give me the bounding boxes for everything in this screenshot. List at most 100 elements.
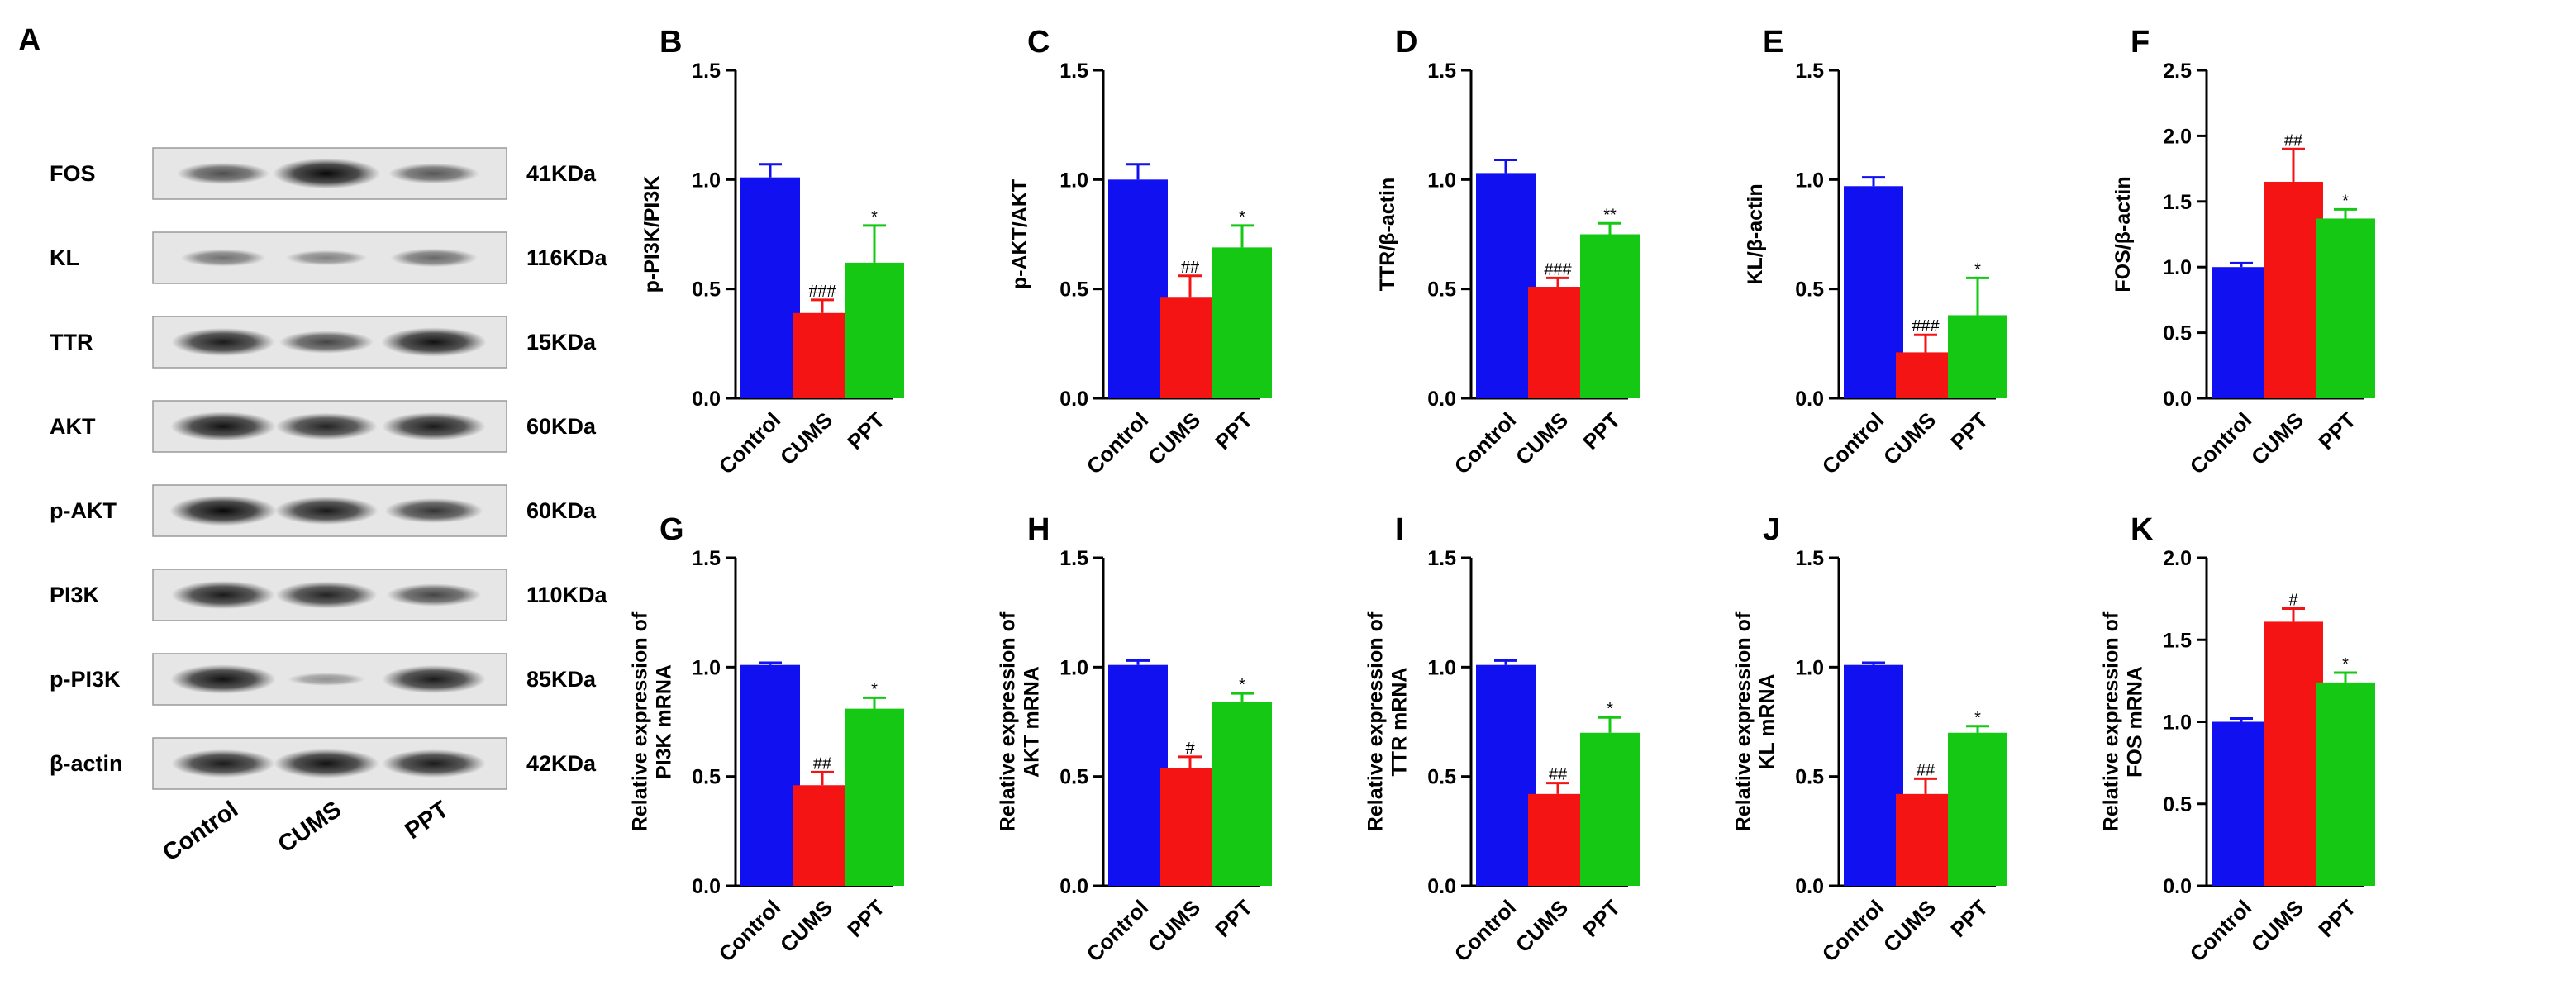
protein-label: KL <box>50 245 79 270</box>
x-tick-label: Control <box>2185 895 2257 967</box>
panel-a-label: A <box>18 23 41 58</box>
x-tick-label: Control <box>1817 895 1889 967</box>
bar <box>1580 234 1640 398</box>
bar <box>793 785 852 886</box>
y-tick-label: 0.0 <box>1059 388 1088 411</box>
x-tick-label: CUMS <box>775 407 837 469</box>
y-axis-label-line: Relative expression of <box>1732 611 1755 831</box>
chart-panel-D: D 0.0 0.5 1.0 1.5 TTR/β-actin Control ### CUMS **… <box>1376 25 1640 479</box>
y-axis-label: TTR/β-actin <box>1376 178 1399 291</box>
blot-band <box>388 163 479 184</box>
protein-label: AKT <box>50 414 96 439</box>
x-tick-label: CUMS <box>1878 895 1940 957</box>
bar <box>1896 793 1955 886</box>
x-tick-label: Control <box>714 407 786 479</box>
panel-letter: G <box>659 512 684 547</box>
blot-band <box>274 496 379 526</box>
kda-label: 116KDa <box>526 245 608 270</box>
y-tick-label: 1.0 <box>692 656 721 679</box>
blot-band <box>390 248 478 268</box>
y-tick-label: 0.0 <box>2163 875 2192 898</box>
panel-letter: E <box>1763 25 1783 59</box>
y-axis-label-line: Relative expression of <box>629 611 652 831</box>
y-axis-label-line: PI3K mRNA <box>652 664 675 779</box>
y-tick-label: 0.5 <box>2163 322 2192 345</box>
chart-panel-C: C 0.0 0.5 1.0 1.5 p-AKT/AKT Control ## CUMS * PPT <box>1008 25 1272 479</box>
y-tick-label: 0.0 <box>692 388 721 411</box>
protein-label: TTR <box>50 330 93 354</box>
protein-label: p-PI3K <box>50 667 121 692</box>
significance-label: * <box>1974 709 1981 727</box>
significance-label: ## <box>1917 761 1936 779</box>
protein-label: FOS <box>50 161 96 186</box>
bar <box>793 312 852 398</box>
significance-label: * <box>2342 192 2349 210</box>
bar <box>1108 664 1168 886</box>
y-tick-label: 1.5 <box>1059 59 1088 83</box>
y-axis-label: Relative expression ofPI3K mRNA <box>629 611 676 831</box>
bar <box>1948 732 2007 886</box>
y-tick-label: 1.5 <box>1059 547 1088 570</box>
y-tick-label: 0.5 <box>692 278 721 302</box>
y-tick-label: 1.0 <box>2163 256 2192 279</box>
panel-letter: K <box>2131 512 2154 547</box>
y-tick-label: 0.5 <box>692 766 721 789</box>
bar <box>1844 664 1903 886</box>
chart-panel-J: J 0.0 0.5 1.0 1.5 Relative expression ofKL mR… <box>1732 512 2007 967</box>
bar <box>1108 179 1168 399</box>
blot-band <box>274 749 379 778</box>
y-tick-label: 1.0 <box>2163 711 2192 735</box>
chart-panel-I: I 0.0 0.5 1.0 1.5 Relative expression ofTTR m… <box>1364 512 1640 967</box>
significance-label: * <box>1239 676 1245 694</box>
x-tick-label: CUMS <box>1511 895 1573 957</box>
significance-label: ## <box>1181 259 1200 277</box>
blot-band <box>384 497 483 524</box>
bar <box>1212 247 1272 398</box>
bar <box>2212 721 2271 886</box>
protein-label: PI3K <box>50 583 100 607</box>
blot-band <box>382 749 486 778</box>
blot-band <box>279 331 374 354</box>
y-axis-label-line: FOS mRNA <box>2123 666 2146 778</box>
kda-label: 15KDa <box>526 330 597 354</box>
y-axis-label: FOS/β-actin <box>2112 176 2135 292</box>
y-tick-label: 0.5 <box>1059 278 1088 302</box>
y-tick-label: 0.5 <box>1795 278 1824 302</box>
blot-band <box>382 664 486 694</box>
y-tick-label: 1.5 <box>1795 547 1824 570</box>
y-axis-label: Relative expression ofTTR mRNA <box>1364 611 1412 831</box>
y-tick-label: 0.5 <box>2163 793 2192 816</box>
panel-letter: F <box>2131 25 2150 59</box>
y-tick-label: 1.5 <box>692 59 721 83</box>
x-tick-label: CUMS <box>1878 407 1940 469</box>
bar <box>1896 352 1955 398</box>
y-tick-label: 1.5 <box>1427 59 1456 83</box>
chart-panel-E: E 0.0 0.5 1.0 1.5 KL/β-actin Control ### CUMS * PP… <box>1744 25 2007 479</box>
y-tick-label: 1.5 <box>2163 629 2192 652</box>
blot-band <box>171 580 275 610</box>
bar <box>740 664 800 886</box>
bar <box>845 262 904 398</box>
x-tick-label: PPT <box>842 895 889 942</box>
bar <box>1948 315 2007 398</box>
y-tick-label: 2.0 <box>2163 547 2192 570</box>
protein-label: β-actin <box>50 751 123 776</box>
x-tick-label: PPT <box>1578 895 1625 942</box>
significance-label: * <box>871 680 878 698</box>
bar <box>1580 732 1640 886</box>
x-tick-label: Control <box>1450 407 1521 479</box>
y-tick-label: 0.0 <box>1795 875 1824 898</box>
blot-band <box>171 327 275 357</box>
y-tick-label: 0.0 <box>1427 388 1456 411</box>
significance-label: ** <box>1603 206 1617 224</box>
significance-label: * <box>1239 208 1245 226</box>
chart-panel-F: F 0.0 0.5 1.0 1.5 2.0 2.5 FOS/β-actin Control ## C… <box>2112 25 2375 479</box>
kda-label: 60KDa <box>526 414 597 439</box>
bar <box>2212 267 2271 398</box>
y-axis-label: Relative expression ofKL mRNA <box>1732 611 1779 831</box>
blot-band <box>273 158 380 189</box>
y-axis-label-line: KL mRNA <box>1755 673 1778 769</box>
blot-band <box>180 249 266 267</box>
y-tick-label: 1.5 <box>2163 191 2192 214</box>
